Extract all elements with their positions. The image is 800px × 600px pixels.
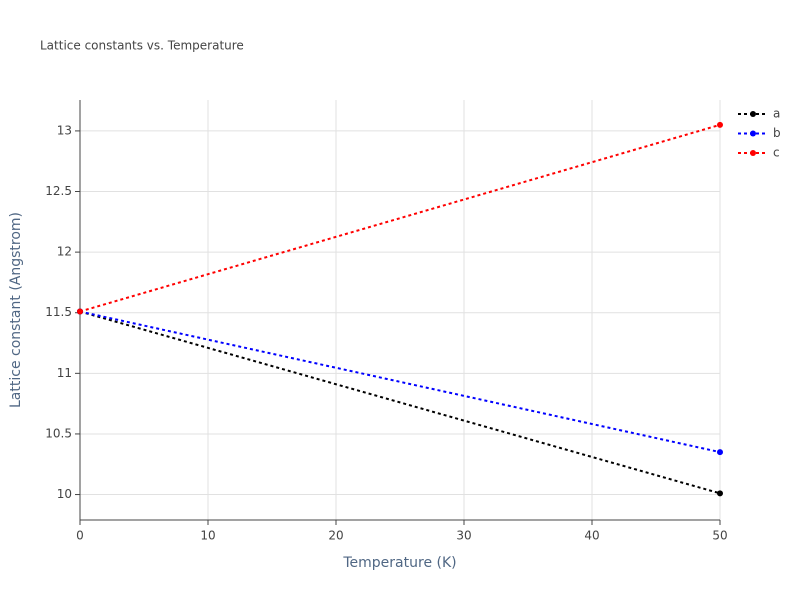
legend-label: a xyxy=(773,107,780,121)
x-tick-label: 50 xyxy=(712,529,727,543)
y-tick-label: 11 xyxy=(57,366,72,380)
x-tick-label: 10 xyxy=(200,529,215,543)
legend-marker xyxy=(750,150,756,156)
point xyxy=(77,308,83,315)
series-line xyxy=(79,310,721,454)
legend-marker xyxy=(750,111,756,117)
x-axis-label: Temperature (K) xyxy=(342,555,456,571)
x-tick-label: 30 xyxy=(456,529,471,543)
point xyxy=(717,121,723,128)
legend-marker xyxy=(750,130,756,137)
y-tick-label: 13 xyxy=(57,123,72,137)
x-tick-label: 40 xyxy=(584,529,599,543)
point xyxy=(717,490,723,497)
x-tick-label: 0 xyxy=(76,529,84,543)
y-tick-label: 10.5 xyxy=(45,426,72,440)
series-line xyxy=(79,310,721,495)
x-tick-label: 20 xyxy=(328,529,343,543)
y-tick-label: 10 xyxy=(57,487,72,501)
legend-label: c xyxy=(773,146,780,160)
point xyxy=(717,449,723,456)
legend-label: b xyxy=(773,126,781,140)
y-axis-label: Lattice constant (Angstrom) xyxy=(8,212,24,408)
y-tick-label: 11.5 xyxy=(45,305,72,319)
series-line xyxy=(79,123,721,313)
chart-title: Lattice constants vs. Temperature xyxy=(40,39,244,53)
y-tick-label: 12 xyxy=(57,245,72,259)
y-tick-label: 12.5 xyxy=(45,184,72,198)
